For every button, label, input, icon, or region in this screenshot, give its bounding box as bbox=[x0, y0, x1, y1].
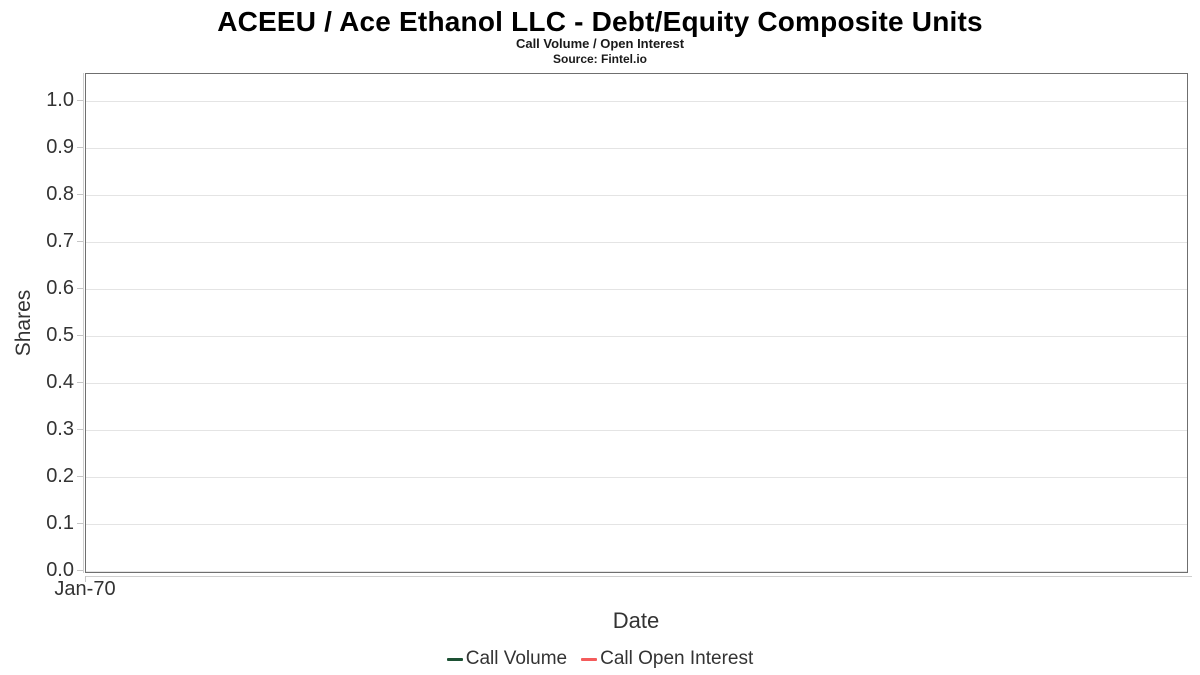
plot-area bbox=[85, 73, 1188, 573]
y-tick-label: 0.1 bbox=[46, 512, 74, 534]
chart-legend: Call Volume Call Open Interest bbox=[0, 648, 1200, 670]
y-axis-tick-mark bbox=[77, 335, 83, 336]
legend-item-call-open-interest[interactable]: Call Open Interest bbox=[581, 648, 753, 670]
y-axis-tick-mark bbox=[77, 194, 83, 195]
y-axis-tick-mark bbox=[77, 288, 83, 289]
call-open-interest-line-swatch bbox=[581, 657, 598, 661]
y-gridline bbox=[86, 571, 1187, 572]
y-gridline bbox=[86, 148, 1187, 149]
y-tick-label: 0.2 bbox=[46, 465, 74, 487]
y-axis-tick-mark bbox=[77, 382, 83, 383]
y-axis-tick-mark bbox=[77, 429, 83, 430]
y-tick-label: 0.8 bbox=[46, 183, 74, 205]
y-tick-label: 1.0 bbox=[46, 89, 74, 111]
x-tick-label: Jan-70 bbox=[54, 578, 116, 600]
y-gridline bbox=[86, 524, 1187, 525]
y-gridline bbox=[86, 195, 1187, 196]
y-tick-label: 0.4 bbox=[46, 371, 74, 393]
legend-item-call-volume[interactable]: Call Volume bbox=[446, 648, 568, 670]
y-tick-label: 0.5 bbox=[46, 324, 74, 346]
y-axis-tick-mark bbox=[77, 570, 83, 571]
y-gridline bbox=[86, 289, 1187, 290]
chart-source-credit: Source: Fintel.io bbox=[552, 52, 647, 66]
y-axis-tick-mark bbox=[77, 100, 83, 101]
legend-label: Call Open Interest bbox=[600, 648, 754, 669]
y-gridline bbox=[86, 336, 1187, 337]
x-axis-title: Date bbox=[612, 608, 660, 633]
x-axis-tick-mark bbox=[85, 576, 86, 582]
legend-label: Call Volume bbox=[465, 648, 568, 669]
y-axis-line bbox=[83, 73, 84, 573]
y-tick-label: 0.3 bbox=[46, 418, 74, 440]
y-gridline bbox=[86, 477, 1187, 478]
y-axis-tick-mark bbox=[77, 147, 83, 148]
chart-subtitle: Call Volume / Open Interest bbox=[515, 36, 685, 51]
y-gridline bbox=[86, 242, 1187, 243]
y-tick-label: 0.6 bbox=[46, 277, 74, 299]
call-volume-line-swatch bbox=[446, 657, 463, 661]
x-axis-line bbox=[85, 576, 1192, 577]
y-gridline bbox=[86, 383, 1187, 384]
y-tick-label: 0.7 bbox=[46, 230, 74, 252]
y-axis-tick-mark bbox=[77, 476, 83, 477]
y-tick-label: 0.0 bbox=[46, 559, 74, 581]
y-axis-tick-mark bbox=[77, 241, 83, 242]
y-axis-tick-mark bbox=[77, 523, 83, 524]
y-gridline bbox=[86, 101, 1187, 102]
y-tick-label: 0.9 bbox=[46, 136, 74, 158]
y-gridline bbox=[86, 430, 1187, 431]
chart-title: ACEEU / Ace Ethanol LLC - Debt/Equity Co… bbox=[217, 6, 983, 37]
